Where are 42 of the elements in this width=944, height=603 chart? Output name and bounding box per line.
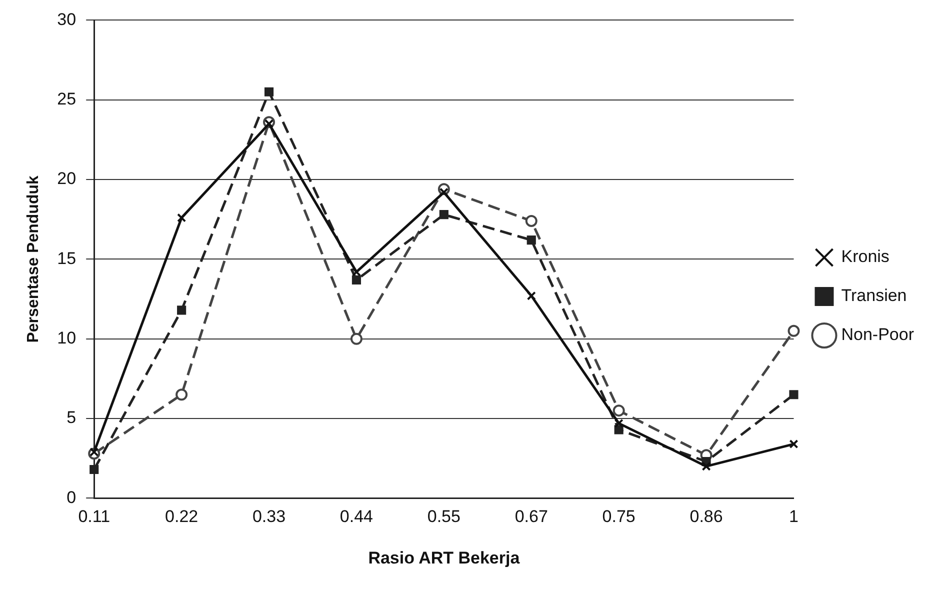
y-tick-label: 15 [57, 248, 76, 268]
y-tick-label: 5 [66, 408, 76, 428]
point [614, 418, 624, 428]
point [177, 213, 186, 222]
legend-label: Kronis [841, 247, 890, 266]
x-tick-label: 0.11 [78, 507, 110, 526]
point [352, 267, 362, 276]
y-tick-label: 10 [57, 328, 76, 348]
x-tick-label: 0.67 [514, 507, 548, 526]
point [702, 462, 711, 471]
point [439, 188, 448, 197]
y-tick-label: 20 [57, 169, 76, 188]
point [526, 291, 536, 300]
point [264, 119, 274, 128]
point [177, 306, 186, 315]
x-axis-title: Rasio ART Bekerja [368, 548, 520, 568]
x-tick-label: 1 [789, 507, 798, 526]
legend-label: Non-Poor [841, 325, 914, 344]
point [176, 388, 188, 401]
x-tick-label: 0.33 [252, 507, 286, 526]
point [525, 214, 538, 227]
point [789, 439, 798, 449]
x-tick-label: 0.75 [602, 507, 636, 526]
y-axis-title: Persentase Penduduk [25, 176, 42, 343]
point [439, 210, 448, 220]
y-tick-label: 25 [57, 90, 76, 109]
point [90, 447, 99, 457]
legend-label: Transien [841, 286, 907, 306]
x-tick-label: 0.44 [340, 507, 374, 526]
x-tick-label: 0.86 [690, 507, 723, 526]
x-tick-label: 0.22 [165, 507, 198, 526]
point [612, 404, 625, 417]
x-tick-label: 0.55 [427, 507, 460, 526]
point [350, 332, 362, 345]
point [526, 236, 536, 245]
y-tick-label: 0 [66, 488, 76, 507]
y-tick-label: 30 [57, 10, 76, 29]
point [788, 324, 800, 337]
point [352, 275, 362, 284]
point [264, 87, 274, 96]
point [789, 390, 798, 400]
point [90, 464, 99, 474]
